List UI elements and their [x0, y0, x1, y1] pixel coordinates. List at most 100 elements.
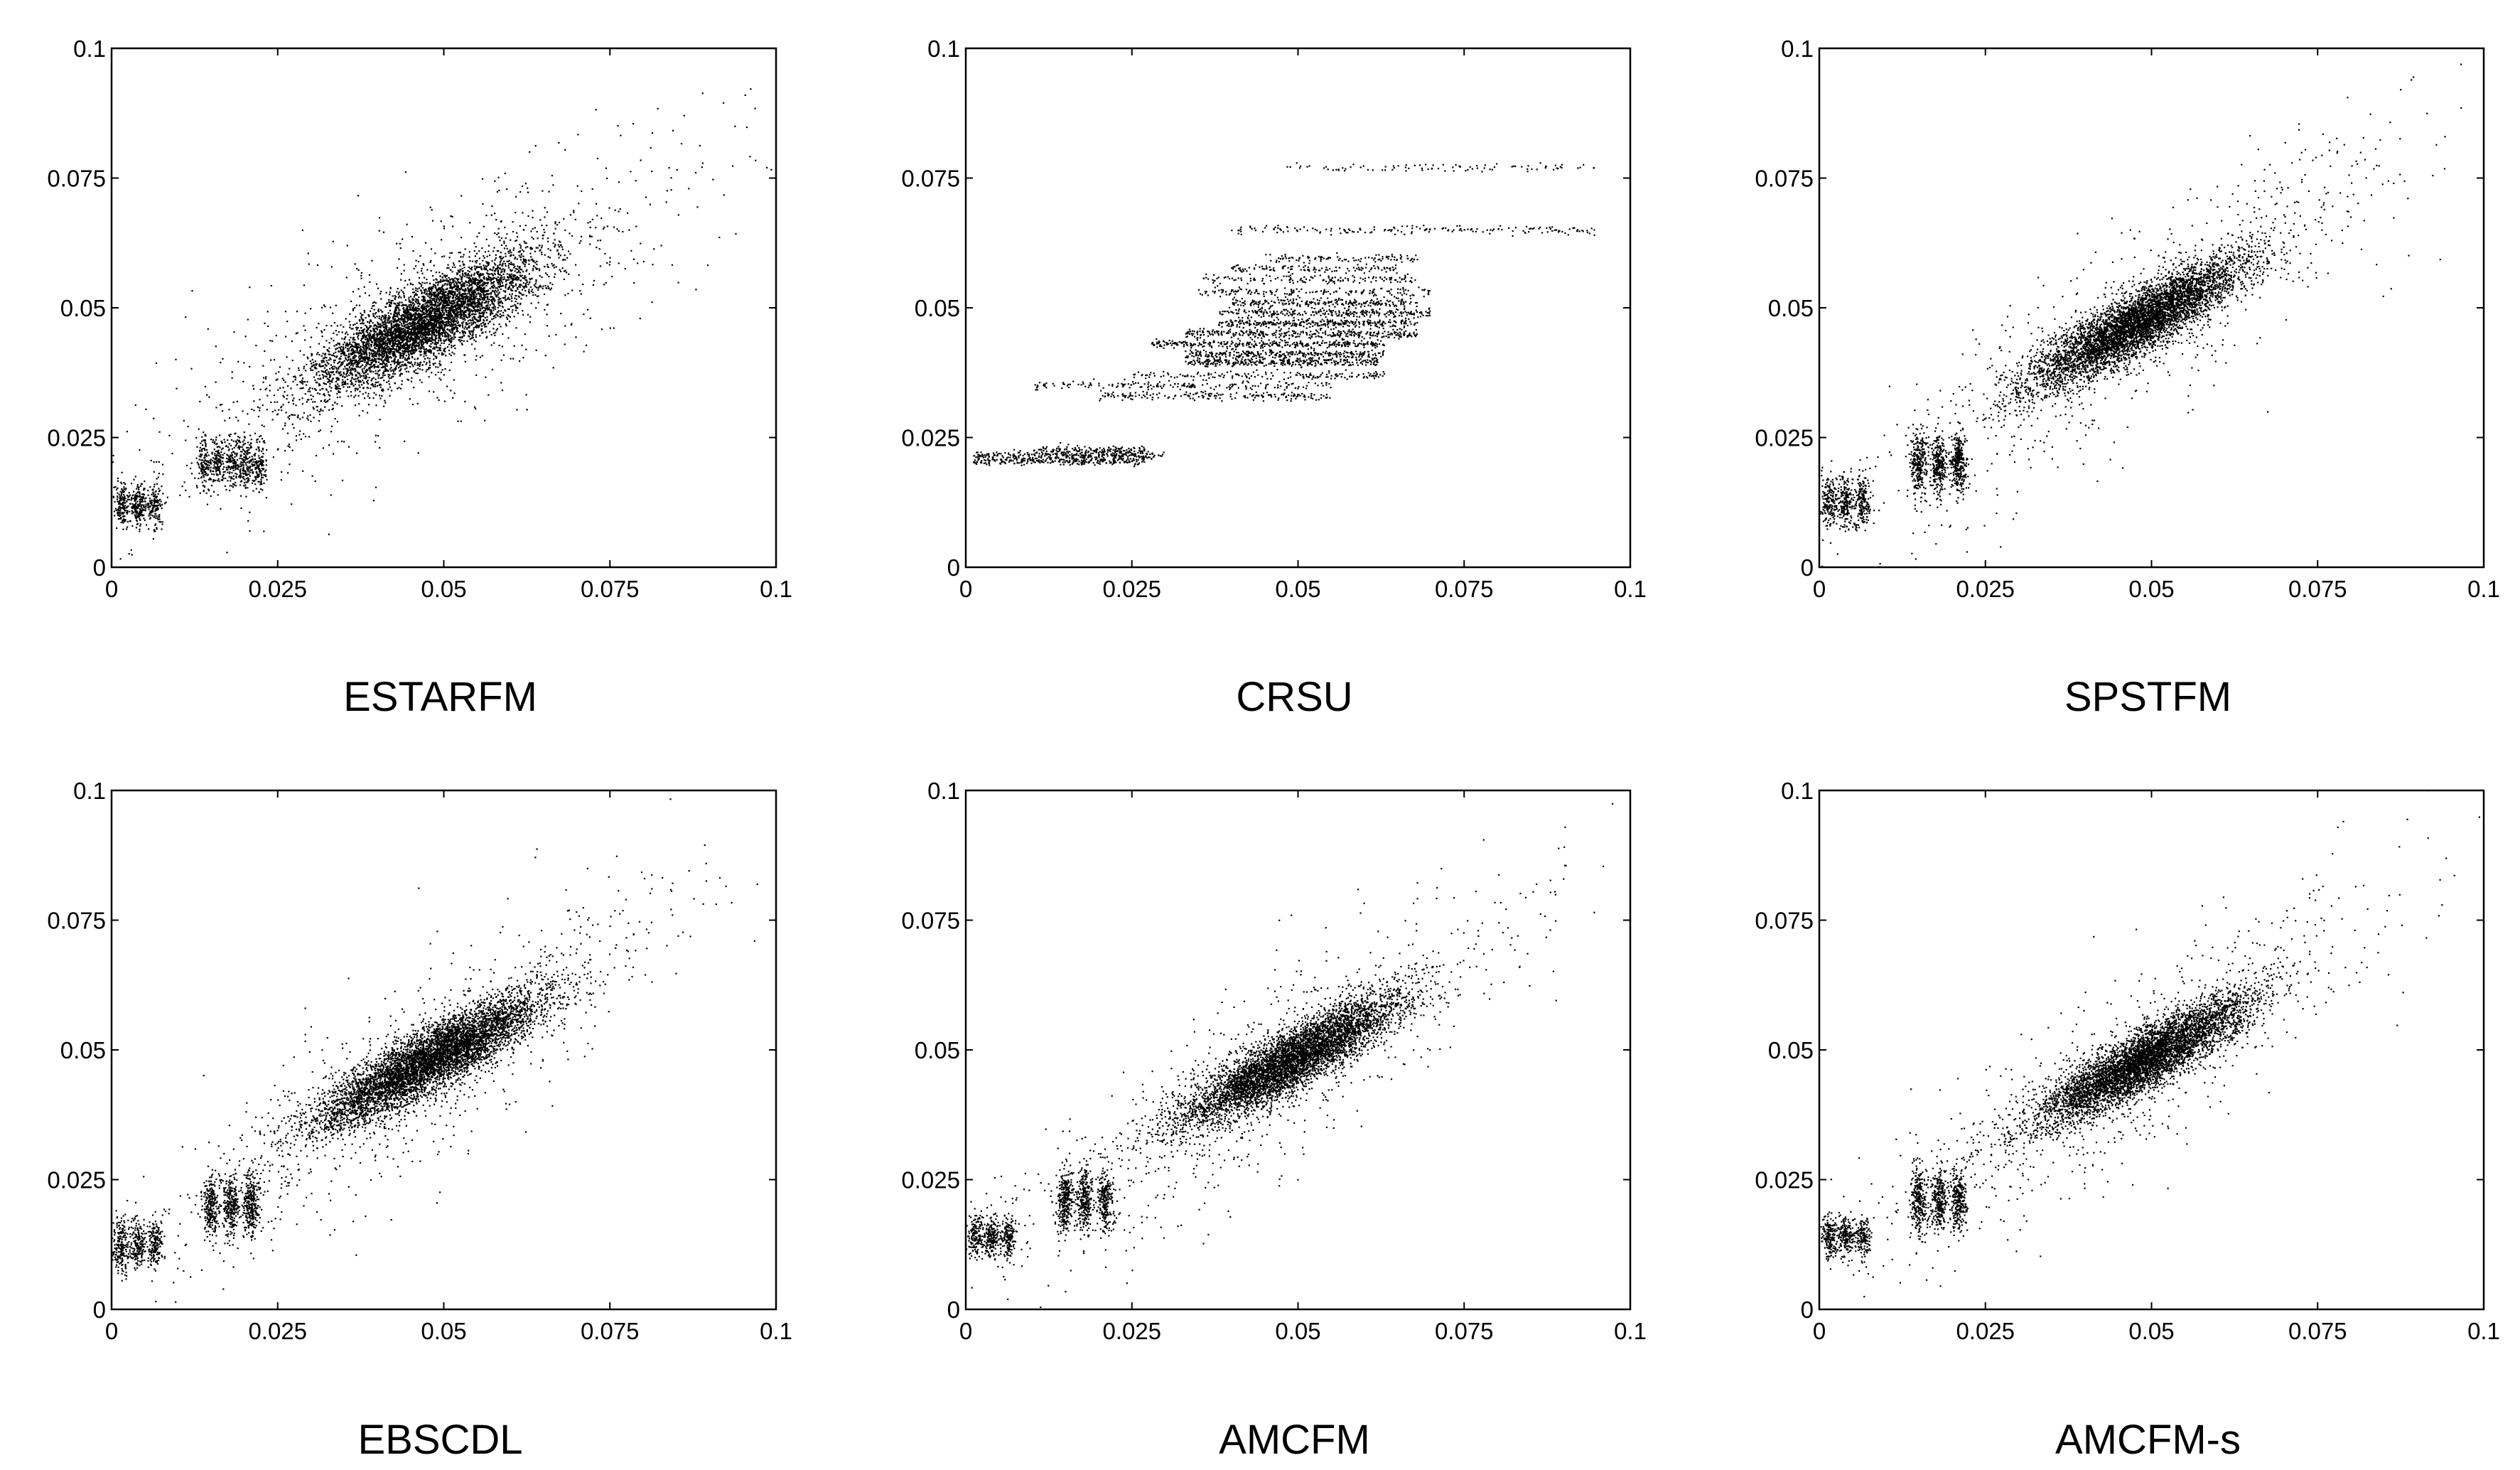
data-point: [217, 451, 219, 452]
data-point: [247, 481, 249, 483]
data-point: [235, 476, 237, 477]
data-point: [222, 476, 223, 478]
data-point: [370, 333, 371, 335]
data-point: [205, 435, 206, 436]
data-point: [247, 471, 249, 472]
data-point: [235, 477, 237, 478]
data-point: [227, 472, 228, 473]
data-point: [338, 385, 340, 387]
data-point: [408, 371, 409, 372]
data-point: [141, 493, 143, 495]
data-points: [112, 88, 772, 559]
data-point: [222, 463, 224, 464]
data-point: [114, 515, 115, 516]
data-point: [135, 515, 136, 517]
data-point: [123, 506, 124, 508]
data-point: [286, 412, 287, 413]
data-point: [200, 447, 201, 449]
data-point: [154, 529, 155, 530]
data-point: [398, 367, 399, 368]
data-point: [507, 248, 508, 250]
data-point: [353, 333, 355, 335]
data-point: [233, 476, 235, 477]
data-point: [203, 485, 204, 486]
data-point: [395, 367, 397, 368]
data-point: [216, 443, 217, 444]
data-point: [398, 294, 399, 295]
data-point: [405, 299, 406, 301]
data-point: [235, 464, 236, 466]
data-point: [247, 441, 249, 443]
data-point: [420, 346, 421, 348]
data-point: [290, 387, 291, 389]
data-point: [196, 458, 198, 459]
data-point: [337, 383, 338, 385]
data-point: [532, 294, 534, 296]
data-point: [281, 409, 282, 411]
data-point: [377, 329, 378, 331]
data-point: [116, 510, 117, 511]
data-point: [244, 436, 245, 437]
data-point: [421, 282, 423, 284]
data-point: [261, 451, 262, 452]
data-point: [493, 323, 495, 325]
data-point: [369, 370, 370, 371]
data-point: [228, 466, 230, 467]
data-point: [116, 489, 117, 490]
data-point: [247, 458, 249, 459]
data-point: [231, 472, 232, 473]
data-point: [408, 297, 409, 299]
data-point: [134, 508, 136, 509]
data-point: [333, 362, 335, 363]
data-point: [220, 454, 221, 456]
data-point: [252, 459, 254, 461]
data-point: [532, 217, 534, 218]
data-point: [475, 313, 476, 315]
data-point: [205, 471, 206, 473]
data-point: [534, 251, 536, 252]
data-point: [388, 376, 389, 377]
data-point: [117, 493, 118, 494]
data-point: [122, 513, 124, 515]
data-point: [239, 475, 240, 476]
data-point: [352, 358, 353, 359]
data-point: [338, 331, 340, 333]
data-point: [223, 466, 225, 468]
data-point: [156, 490, 157, 492]
data-point: [139, 496, 141, 498]
data-point: [326, 360, 328, 361]
data-point: [154, 505, 155, 506]
data-point: [384, 367, 386, 368]
data-point: [234, 484, 235, 485]
data-point: [121, 488, 122, 490]
data-point: [535, 283, 537, 284]
data-point: [235, 453, 236, 454]
data-point: [210, 459, 212, 461]
data-point: [505, 253, 506, 254]
data-point: [200, 454, 201, 455]
data-point: [462, 277, 463, 278]
data-point: [226, 467, 227, 468]
data-point: [500, 310, 502, 311]
data-point: [204, 486, 205, 488]
data-point: [119, 494, 120, 495]
data-point: [235, 461, 237, 463]
data-point: [244, 443, 246, 444]
data-point: [250, 461, 252, 462]
data-point: [419, 255, 421, 257]
data-point: [435, 282, 436, 284]
data-point: [220, 463, 222, 464]
data-point: [219, 468, 220, 469]
data-point: [454, 267, 456, 268]
data-point: [461, 277, 462, 278]
data-point: [234, 461, 235, 463]
data-point: [191, 462, 193, 463]
data-point: [541, 252, 542, 253]
data-point: [457, 291, 458, 292]
data-point: [154, 515, 156, 517]
data-point: [227, 461, 229, 462]
data-point: [400, 296, 402, 298]
data-point: [350, 350, 352, 351]
data-point: [342, 331, 343, 333]
data-point: [491, 318, 492, 320]
